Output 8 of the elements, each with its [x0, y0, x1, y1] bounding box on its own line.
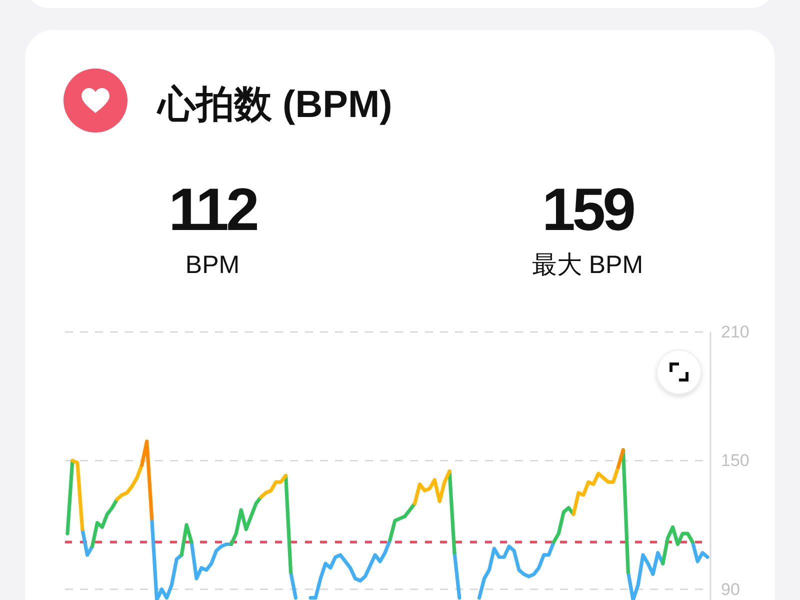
text: 159 [542, 176, 635, 243]
text: 112 [168, 176, 258, 243]
text: BPM [185, 251, 240, 279]
chart-title: 心拍数 (BPM) [156, 83, 392, 126]
y-tick-label: 150 [721, 451, 750, 470]
text: 最大 BPM [532, 251, 644, 279]
y-tick-label: 210 [721, 322, 750, 342]
y-tick-label: 90 [721, 580, 740, 599]
